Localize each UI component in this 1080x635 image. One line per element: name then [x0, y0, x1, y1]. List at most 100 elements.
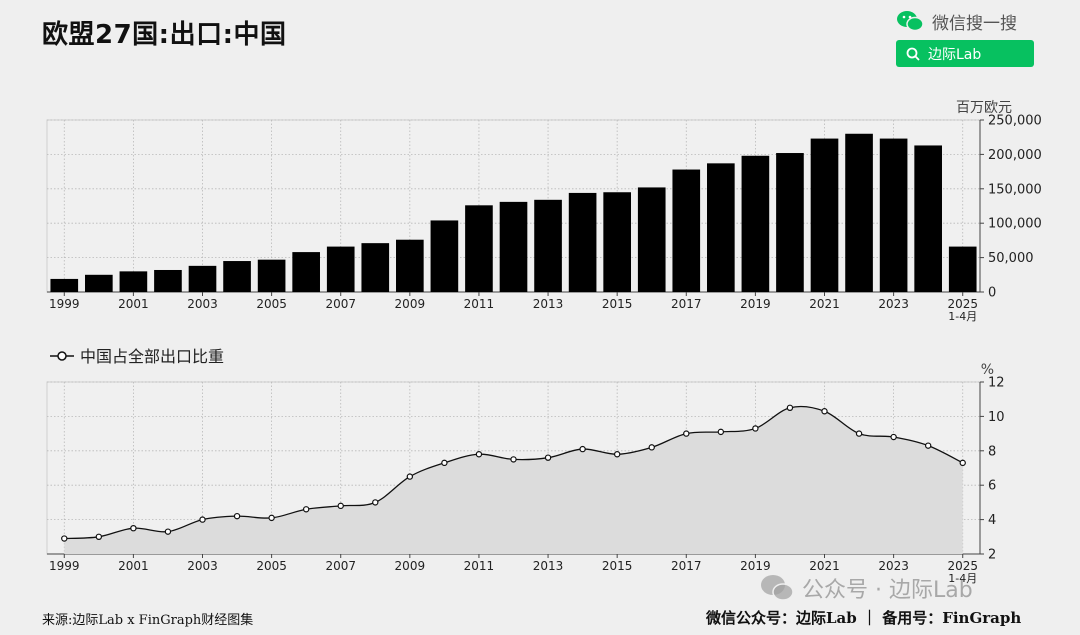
data-point	[959, 459, 966, 467]
x-tick-label: 2021	[809, 297, 840, 311]
x-tick-label: 2019	[740, 297, 771, 311]
x-tick-sublabel: 1-4月	[948, 572, 977, 585]
series-area	[64, 406, 963, 554]
bar	[776, 153, 804, 292]
legend-label: 中国占全部出口比重	[80, 347, 224, 366]
bar	[154, 269, 182, 292]
x-tick-label: 2025	[947, 559, 978, 573]
bar	[326, 246, 355, 292]
data-point	[683, 430, 690, 437]
bar	[845, 133, 873, 292]
x-tick-label: 2015	[602, 559, 633, 573]
x-tick-label: 1999	[49, 297, 80, 311]
x-tick-label: 2021	[809, 559, 840, 573]
data-point	[164, 528, 172, 535]
data-point	[786, 404, 794, 411]
data-point	[579, 445, 586, 453]
wechat-search-row: 微信搜一搜	[896, 8, 1046, 34]
bar	[85, 274, 113, 292]
x-tick-label: 2017	[671, 559, 702, 573]
data-point	[95, 533, 103, 541]
data-point	[717, 428, 725, 436]
bar	[465, 205, 493, 292]
y-tick-label: 150,000	[988, 182, 1042, 197]
bar	[257, 259, 286, 292]
data-point	[855, 430, 863, 437]
x-tick-label: 2023	[878, 297, 909, 311]
x-tick-label: 2001	[118, 297, 149, 311]
x-tick-label: 2005	[256, 559, 287, 573]
x-tick-label: 2011	[464, 297, 495, 311]
bar	[292, 252, 320, 292]
bar	[119, 271, 148, 292]
bar	[50, 278, 79, 292]
y-tick-label: 12	[988, 376, 1005, 391]
footer-credit: 微信公众号：边际Lab ｜ 备用号：FinGraph	[706, 609, 1022, 627]
y-tick-label: 6	[988, 479, 996, 494]
bar	[914, 145, 942, 292]
y-tick-label: 250,000	[988, 114, 1042, 129]
x-tick-label: 2015	[602, 297, 633, 311]
bar	[223, 261, 251, 292]
bar	[568, 192, 597, 292]
x-tick-label: 2003	[187, 297, 218, 311]
x-tick-label: 2009	[395, 297, 426, 311]
watermark-text: 公众号 · 边际Lab	[802, 578, 973, 603]
chart-canvas: 0 50,000 100,000 150,000 200,000 250,000 1999 2…	[46, 100, 1042, 585]
data-point	[233, 512, 241, 520]
bar	[396, 239, 424, 292]
wechat-search-label: 微信搜一搜	[932, 13, 1017, 34]
y-tick-label: 2	[988, 548, 996, 563]
data-point	[544, 454, 552, 461]
search-icon	[906, 47, 920, 61]
y-axis-unit-label: %	[981, 362, 994, 378]
y-tick-label: 4	[988, 513, 996, 528]
bar	[188, 265, 217, 292]
data-point	[199, 516, 206, 523]
x-tick-label: 2017	[671, 297, 702, 311]
bar	[810, 138, 839, 292]
y-tick-label: 8	[988, 444, 996, 459]
bar	[672, 169, 701, 292]
x-tick-label: 1999	[49, 559, 80, 573]
search-button-label: 边际Lab	[928, 46, 982, 63]
bar	[534, 199, 562, 292]
search-button[interactable]: 边际Lab	[896, 40, 1034, 67]
bar	[707, 163, 735, 292]
x-tick-label: 2013	[533, 559, 564, 573]
wechat-watermark-icon	[761, 575, 794, 601]
x-tick-label: 2011	[464, 559, 495, 573]
bar	[499, 201, 528, 292]
source-note: 来源:边际Lab x FinGraph财经图集	[42, 613, 254, 628]
legend-marker	[57, 351, 67, 361]
bar	[603, 192, 631, 292]
data-point	[130, 525, 137, 532]
x-tick-label: 2007	[325, 559, 356, 573]
x-tick-label: 2019	[740, 559, 771, 573]
bar	[948, 246, 977, 292]
data-point	[475, 451, 483, 458]
bar	[879, 138, 908, 292]
page-title: 欧盟27国:出口:中国	[42, 20, 287, 50]
x-tick-label: 2005	[256, 297, 287, 311]
watermark: 公众号 · 边际Lab	[760, 572, 973, 604]
y-axis-unit-label: 百万欧元	[956, 100, 1012, 116]
x-tick-sublabel: 1-4月	[948, 310, 977, 323]
x-tick-label: 2009	[395, 559, 426, 573]
wechat-icon	[897, 11, 924, 32]
data-point	[752, 425, 759, 432]
data-point	[890, 433, 897, 441]
data-point	[510, 456, 517, 463]
y-tick-label: 10	[988, 410, 1005, 425]
data-point	[406, 473, 414, 480]
bar	[637, 187, 666, 292]
data-point	[337, 502, 344, 510]
data-point	[302, 506, 310, 513]
y-tick-label: 0	[988, 286, 996, 301]
x-tick-label: 2003	[187, 559, 218, 573]
x-tick-label: 2025	[947, 297, 978, 311]
data-point	[372, 499, 379, 506]
data-point	[648, 444, 655, 451]
bar	[741, 155, 770, 292]
data-point	[613, 451, 621, 458]
